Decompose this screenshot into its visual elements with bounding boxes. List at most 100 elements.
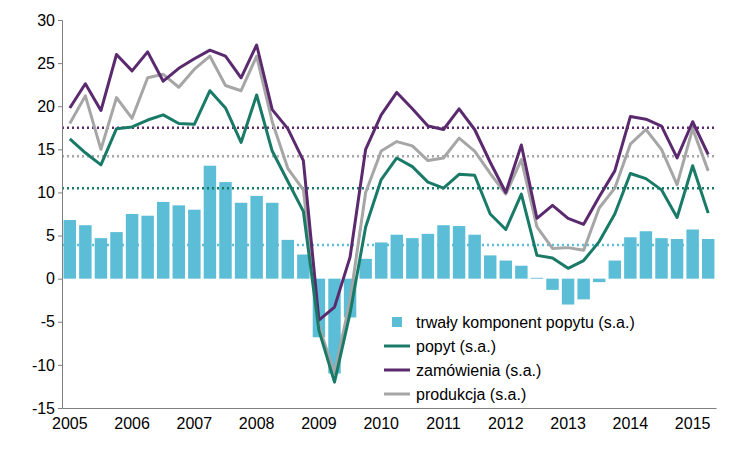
bar [235, 203, 247, 279]
axis-line [58, 21, 63, 409]
bar [110, 232, 122, 279]
bar [157, 202, 169, 279]
bar [126, 214, 138, 279]
tick-label: 2005 [52, 415, 88, 432]
bar [562, 279, 574, 305]
tick-label: 10 [37, 184, 55, 201]
tick: 25 [37, 55, 62, 72]
legend-symbol [384, 393, 410, 396]
tick-label: -15 [32, 400, 55, 417]
tick-label: 15 [37, 141, 55, 158]
bar [375, 242, 387, 278]
tick: 10 [37, 184, 62, 201]
legend-label: produkcja (s.a.) [416, 386, 526, 403]
tick-mark [58, 408, 62, 409]
tick: 0 [46, 270, 62, 287]
tick: 20 [37, 98, 62, 115]
bar [359, 259, 371, 279]
bar [391, 235, 403, 279]
tick-label: 5 [46, 227, 55, 244]
bar [546, 279, 558, 290]
bar [453, 226, 465, 279]
bar [250, 196, 262, 279]
tick: 2007 [177, 408, 213, 432]
tick-mark [58, 192, 62, 193]
bar [468, 235, 480, 279]
bar [266, 203, 278, 279]
tick-label: 2010 [363, 415, 399, 432]
legend-label: trwały komponent popytu (s.a.) [416, 314, 635, 331]
chart: -15 -10 -5 0 5 10 15 20 25 30 2005 2006 2007 2008 2009… [0, 0, 747, 454]
tick-mark [58, 322, 62, 323]
tick: 2010 [363, 408, 399, 432]
tick: 2006 [114, 408, 150, 432]
tick: 5 [46, 227, 62, 244]
axis-line [63, 408, 717, 409]
bar [204, 166, 216, 279]
line [70, 91, 708, 382]
bar-series [64, 166, 715, 374]
bar [64, 220, 76, 279]
tick-label: 2009 [301, 415, 337, 432]
tick-mark [58, 63, 62, 64]
bar [484, 255, 496, 278]
bar [500, 261, 512, 279]
tick-mark [58, 236, 62, 237]
mean-line [62, 187, 716, 190]
tick-label: 30 [37, 12, 55, 29]
tick: 2005 [52, 408, 88, 432]
tick: 2014 [613, 408, 649, 432]
legend-item: produkcja (s.a.) [384, 386, 526, 403]
tick-label: 2015 [675, 415, 711, 432]
bar [640, 231, 652, 278]
x-axis: 2005200620072008200920102011201220132014… [52, 408, 717, 432]
tick: -15 [32, 400, 62, 417]
tick-label: 2006 [114, 415, 150, 432]
legend-symbol [384, 345, 410, 348]
tick: 2015 [675, 408, 711, 432]
bar [95, 238, 107, 279]
bar [686, 230, 698, 279]
tick-label: -5 [41, 313, 55, 330]
tick-mark [58, 20, 62, 21]
bar [173, 205, 185, 278]
tick: -10 [32, 357, 62, 374]
bar [297, 255, 309, 279]
bar [141, 216, 153, 279]
tick-label: -10 [32, 357, 55, 374]
tick-mark [58, 279, 62, 280]
tick-mark [58, 106, 62, 107]
tick: -5 [41, 313, 62, 330]
tick-mark [58, 149, 62, 150]
legend-label: popyt (s.a.) [416, 338, 496, 355]
tick: 2012 [488, 408, 524, 432]
legend-symbol [384, 369, 410, 372]
plot-area [62, 45, 716, 382]
tick-label: 2014 [613, 415, 649, 432]
legend-item: zamówienia (s.a.) [384, 362, 541, 379]
bar [624, 237, 636, 278]
mean-line [62, 127, 716, 130]
bar [437, 225, 449, 278]
tick-label: 2012 [488, 415, 524, 432]
tick: 15 [37, 141, 62, 158]
bar [531, 277, 543, 279]
legend-item: popyt (s.a.) [384, 338, 496, 355]
tick-label: 2007 [177, 415, 213, 432]
legend-symbol [392, 317, 402, 327]
tick: 2009 [301, 408, 337, 432]
bar [577, 279, 589, 300]
tick: 30 [37, 12, 62, 29]
tick-label: 2008 [239, 415, 275, 432]
tick: 2008 [239, 408, 275, 432]
line [70, 45, 708, 320]
tick: 2011 [426, 408, 461, 432]
bar [219, 182, 231, 279]
mean-line [62, 244, 716, 247]
tick-label: 20 [37, 98, 55, 115]
y-axis: -15 -10 -5 0 5 10 15 20 25 30 [32, 12, 63, 417]
bar [515, 266, 527, 279]
tick-label: 0 [46, 270, 55, 287]
legend-item: trwały komponent popytu (s.a.) [392, 314, 635, 331]
bar [609, 261, 621, 279]
